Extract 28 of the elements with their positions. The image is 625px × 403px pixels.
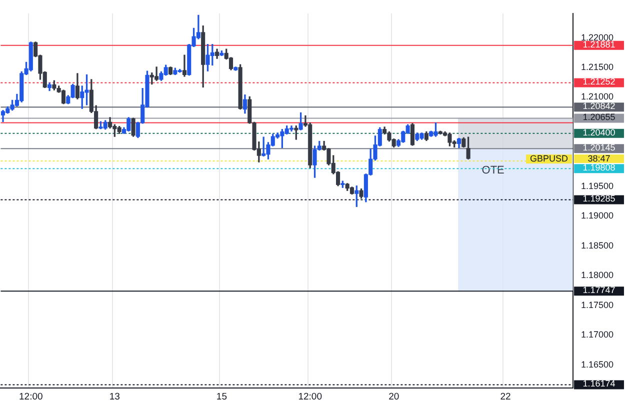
ref-line-label: 1.20842 xyxy=(582,101,616,112)
ref-line-label: 1.19285 xyxy=(582,194,616,204)
y-tick-label: 1.19500 xyxy=(581,180,614,191)
ref-line-label: 1.20655 xyxy=(582,112,616,122)
band-label: OTE xyxy=(482,164,504,177)
y-tick-label: 1.21500 xyxy=(581,62,614,72)
ref-line-label: 1.17747 xyxy=(582,285,616,296)
x-tick-label: 12:00 xyxy=(19,391,43,402)
ref-line-label: 1.20145 xyxy=(582,142,616,153)
x-tick-label: 22 xyxy=(500,391,511,402)
y-tick-label: 1.18000 xyxy=(581,270,614,280)
y-tick-label: 1.21000 xyxy=(581,92,614,102)
ref-line-label: 1.21252 xyxy=(582,76,616,87)
ref-line-label: 1.16174 xyxy=(582,378,616,389)
annotation: GBPUSD xyxy=(530,153,568,164)
y-tick-label: 1.19000 xyxy=(581,210,614,221)
y-tick-label: 1.18500 xyxy=(581,240,614,250)
x-tick-label: 20 xyxy=(388,391,400,402)
ref-line-label: 1.19808 xyxy=(582,162,616,173)
y-tick-label: 1.17500 xyxy=(581,300,614,310)
candlestick xyxy=(182,54,186,77)
x-tick-label: 13 xyxy=(109,391,120,402)
y-tick-label: 1.16500 xyxy=(581,359,614,370)
y-tick-label: 1.17000 xyxy=(581,330,614,340)
ref-line-label: 1.20400 xyxy=(582,127,616,138)
text: 38:47 xyxy=(588,153,610,164)
x-tick-label: 15 xyxy=(216,391,227,402)
x-tick-label: 12:00 xyxy=(298,391,322,402)
